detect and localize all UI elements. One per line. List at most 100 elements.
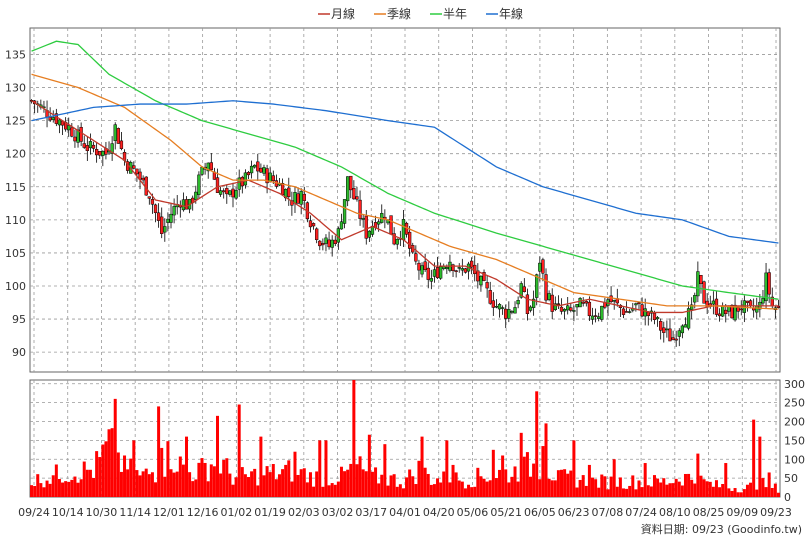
volume-bar xyxy=(646,485,650,497)
volume-bar xyxy=(665,484,669,497)
candle-body xyxy=(318,240,322,247)
candle-body xyxy=(584,301,588,304)
x-tick-label: 11/14 xyxy=(119,506,151,519)
candle-body xyxy=(597,316,601,319)
candle-body xyxy=(510,311,514,313)
volume-bar xyxy=(197,462,201,497)
candle-body xyxy=(429,278,433,282)
volume-bar xyxy=(237,404,241,497)
volume-bar xyxy=(445,440,449,497)
volume-bar xyxy=(318,440,322,497)
volume-bar xyxy=(82,461,86,497)
volume-bar xyxy=(603,476,607,497)
volume-bar xyxy=(408,469,412,497)
candle-body xyxy=(435,267,440,279)
volume-bar xyxy=(631,475,635,497)
volume-bar xyxy=(141,471,145,497)
x-tick-label: 12/16 xyxy=(187,506,219,519)
legend-label-halfyear: 半年 xyxy=(443,7,467,21)
volume-bar xyxy=(591,477,594,497)
candle-body xyxy=(184,199,189,210)
candle-body xyxy=(367,230,372,238)
volume-bar xyxy=(770,487,774,497)
volume-bar xyxy=(246,477,250,497)
candle-body xyxy=(522,286,526,292)
candle-body xyxy=(665,328,669,331)
volume-bar xyxy=(718,487,722,497)
candle-body xyxy=(200,167,204,175)
candle-body xyxy=(519,283,523,298)
candle-body xyxy=(346,176,350,202)
candle-body xyxy=(333,239,337,244)
candle-body xyxy=(70,127,74,137)
candle-body xyxy=(116,128,120,144)
volume-bar xyxy=(451,464,455,497)
candle-body xyxy=(153,204,158,214)
volume-bar xyxy=(578,479,582,497)
candle-body xyxy=(717,313,722,317)
volume-bar xyxy=(327,485,331,497)
price-tick-label: 90 xyxy=(12,346,26,359)
volume-bar xyxy=(203,462,207,497)
candle-body xyxy=(259,167,263,173)
x-tick-label: 09/24 xyxy=(18,506,50,519)
volume-bar xyxy=(268,472,272,497)
price-tick-label: 120 xyxy=(5,148,26,161)
volume-bar xyxy=(358,456,362,497)
candle-body xyxy=(299,191,303,205)
volume-bar xyxy=(460,481,464,497)
candle-body xyxy=(420,265,424,275)
volume-bar xyxy=(284,464,288,497)
price-tick-label: 100 xyxy=(5,280,26,293)
candle-body xyxy=(147,196,151,199)
price-panel: 90 95 100 105 110 115 120 125 130 135 xyxy=(5,27,781,373)
price-tick-label: 125 xyxy=(5,115,26,128)
candle-body xyxy=(671,337,675,340)
volume-bar xyxy=(749,482,753,497)
price-tick-label: 105 xyxy=(5,247,26,260)
candle-body xyxy=(469,260,474,268)
volume-tick-label: 250 xyxy=(784,397,805,410)
volume-bar xyxy=(659,482,663,497)
volume-bar xyxy=(708,481,712,497)
volume-bar xyxy=(374,467,378,497)
volume-bar xyxy=(755,489,759,497)
candle-body xyxy=(308,220,313,228)
volume-tick-label: 200 xyxy=(784,416,805,429)
candle-body xyxy=(776,305,781,308)
volume-tick-label: 150 xyxy=(784,434,805,447)
volume-bar xyxy=(640,487,644,497)
volume-bar xyxy=(287,460,291,497)
volume-bar xyxy=(432,484,436,497)
volume-bar xyxy=(609,476,613,497)
candle-body xyxy=(321,243,325,246)
volume-bar xyxy=(773,483,777,497)
candle-body xyxy=(98,151,102,156)
candle-body xyxy=(516,300,520,305)
candle-body xyxy=(445,267,449,270)
volume-bar xyxy=(150,472,154,497)
candle-body xyxy=(324,237,328,244)
candle-body xyxy=(696,271,700,297)
candle-body xyxy=(246,172,251,176)
volume-bar xyxy=(600,474,604,497)
volume-bar xyxy=(448,482,452,497)
volume-bar xyxy=(383,444,387,497)
volume-bar xyxy=(339,466,343,497)
candle-body xyxy=(160,216,164,234)
volume-bar xyxy=(240,467,244,497)
volume-bar xyxy=(668,483,672,497)
candle-body xyxy=(243,172,248,186)
volume-bar xyxy=(315,471,319,497)
candle-body xyxy=(621,308,626,315)
volume-bar xyxy=(711,486,715,497)
candle-body xyxy=(593,315,598,317)
volume-bar xyxy=(683,473,687,497)
volume-bar xyxy=(76,482,80,497)
volume-bar xyxy=(101,444,105,497)
moving-average-line-2 xyxy=(31,40,779,300)
candle-body xyxy=(438,266,443,279)
candle-body xyxy=(79,126,83,142)
